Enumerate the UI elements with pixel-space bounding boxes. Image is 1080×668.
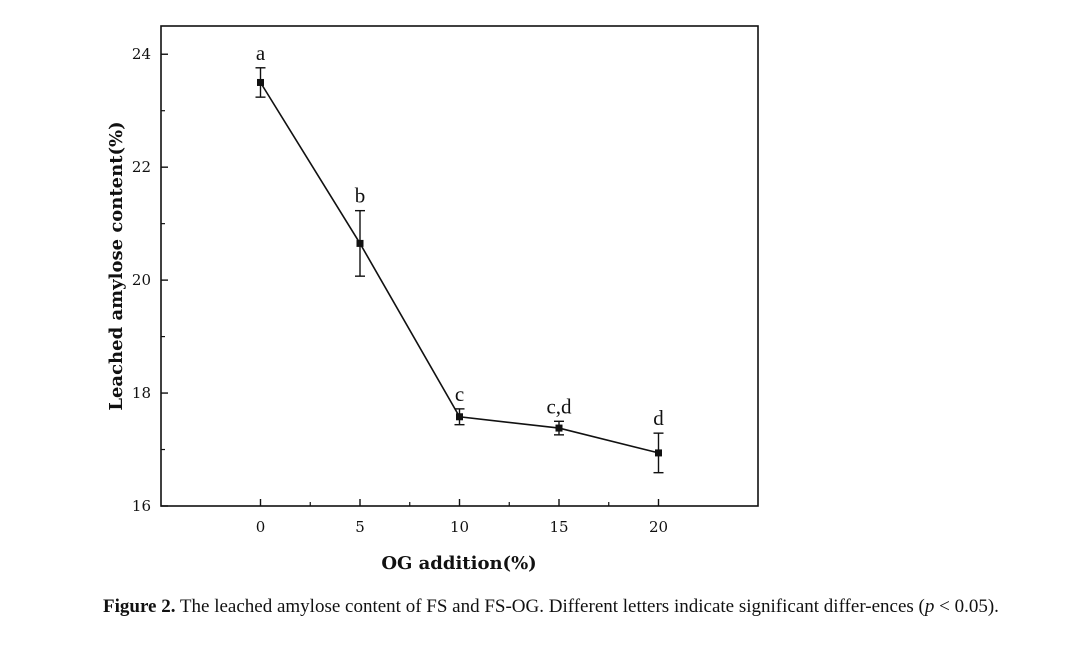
y-axis-title: Leached amylose content(%) (106, 121, 127, 410)
x-tick-label: 0 (256, 518, 266, 536)
x-tick-label: 20 (649, 518, 668, 536)
significance-label: a (256, 41, 266, 65)
caption-text-end: < 0.05). (934, 596, 999, 617)
x-axis-title: OG addition(%) (381, 553, 536, 574)
y-tick-label: 16 (132, 497, 151, 515)
significance-label: b (355, 184, 366, 208)
x-axis-ticks: 0 5 10 15 20 (256, 499, 668, 536)
caption-text: The leached amylose content of FS and FS… (179, 596, 925, 617)
caption-p-symbol: p (924, 596, 935, 617)
y-tick-label: 24 (132, 45, 151, 63)
y-axis-ticks: 16 18 20 22 24 (132, 45, 168, 515)
data-point (555, 424, 563, 432)
plot-frame (160, 25, 759, 507)
line-chart: 0 5 10 15 20 16 18 20 22 24 a b c c,d d OG addition(… (106, 25, 759, 574)
data-point (356, 239, 364, 247)
data-point (655, 449, 662, 457)
y-tick-label: 20 (132, 271, 151, 289)
data-point (456, 413, 463, 421)
x-tick-label: 5 (355, 518, 365, 536)
x-tick-label: 10 (450, 518, 469, 536)
significance-label: c,d (546, 394, 572, 418)
figure-caption: Figure 2. The leached amylose content of… (103, 592, 1023, 622)
x-tick-label: 15 (549, 518, 568, 536)
data-point (257, 78, 264, 86)
figure-label: Figure 2. (103, 596, 176, 617)
y-tick-label: 18 (132, 384, 151, 402)
data-series: a b c c,d d (255, 41, 664, 474)
significance-label: c (455, 382, 464, 406)
y-tick-label: 22 (132, 158, 151, 176)
significance-label: d (653, 406, 664, 430)
